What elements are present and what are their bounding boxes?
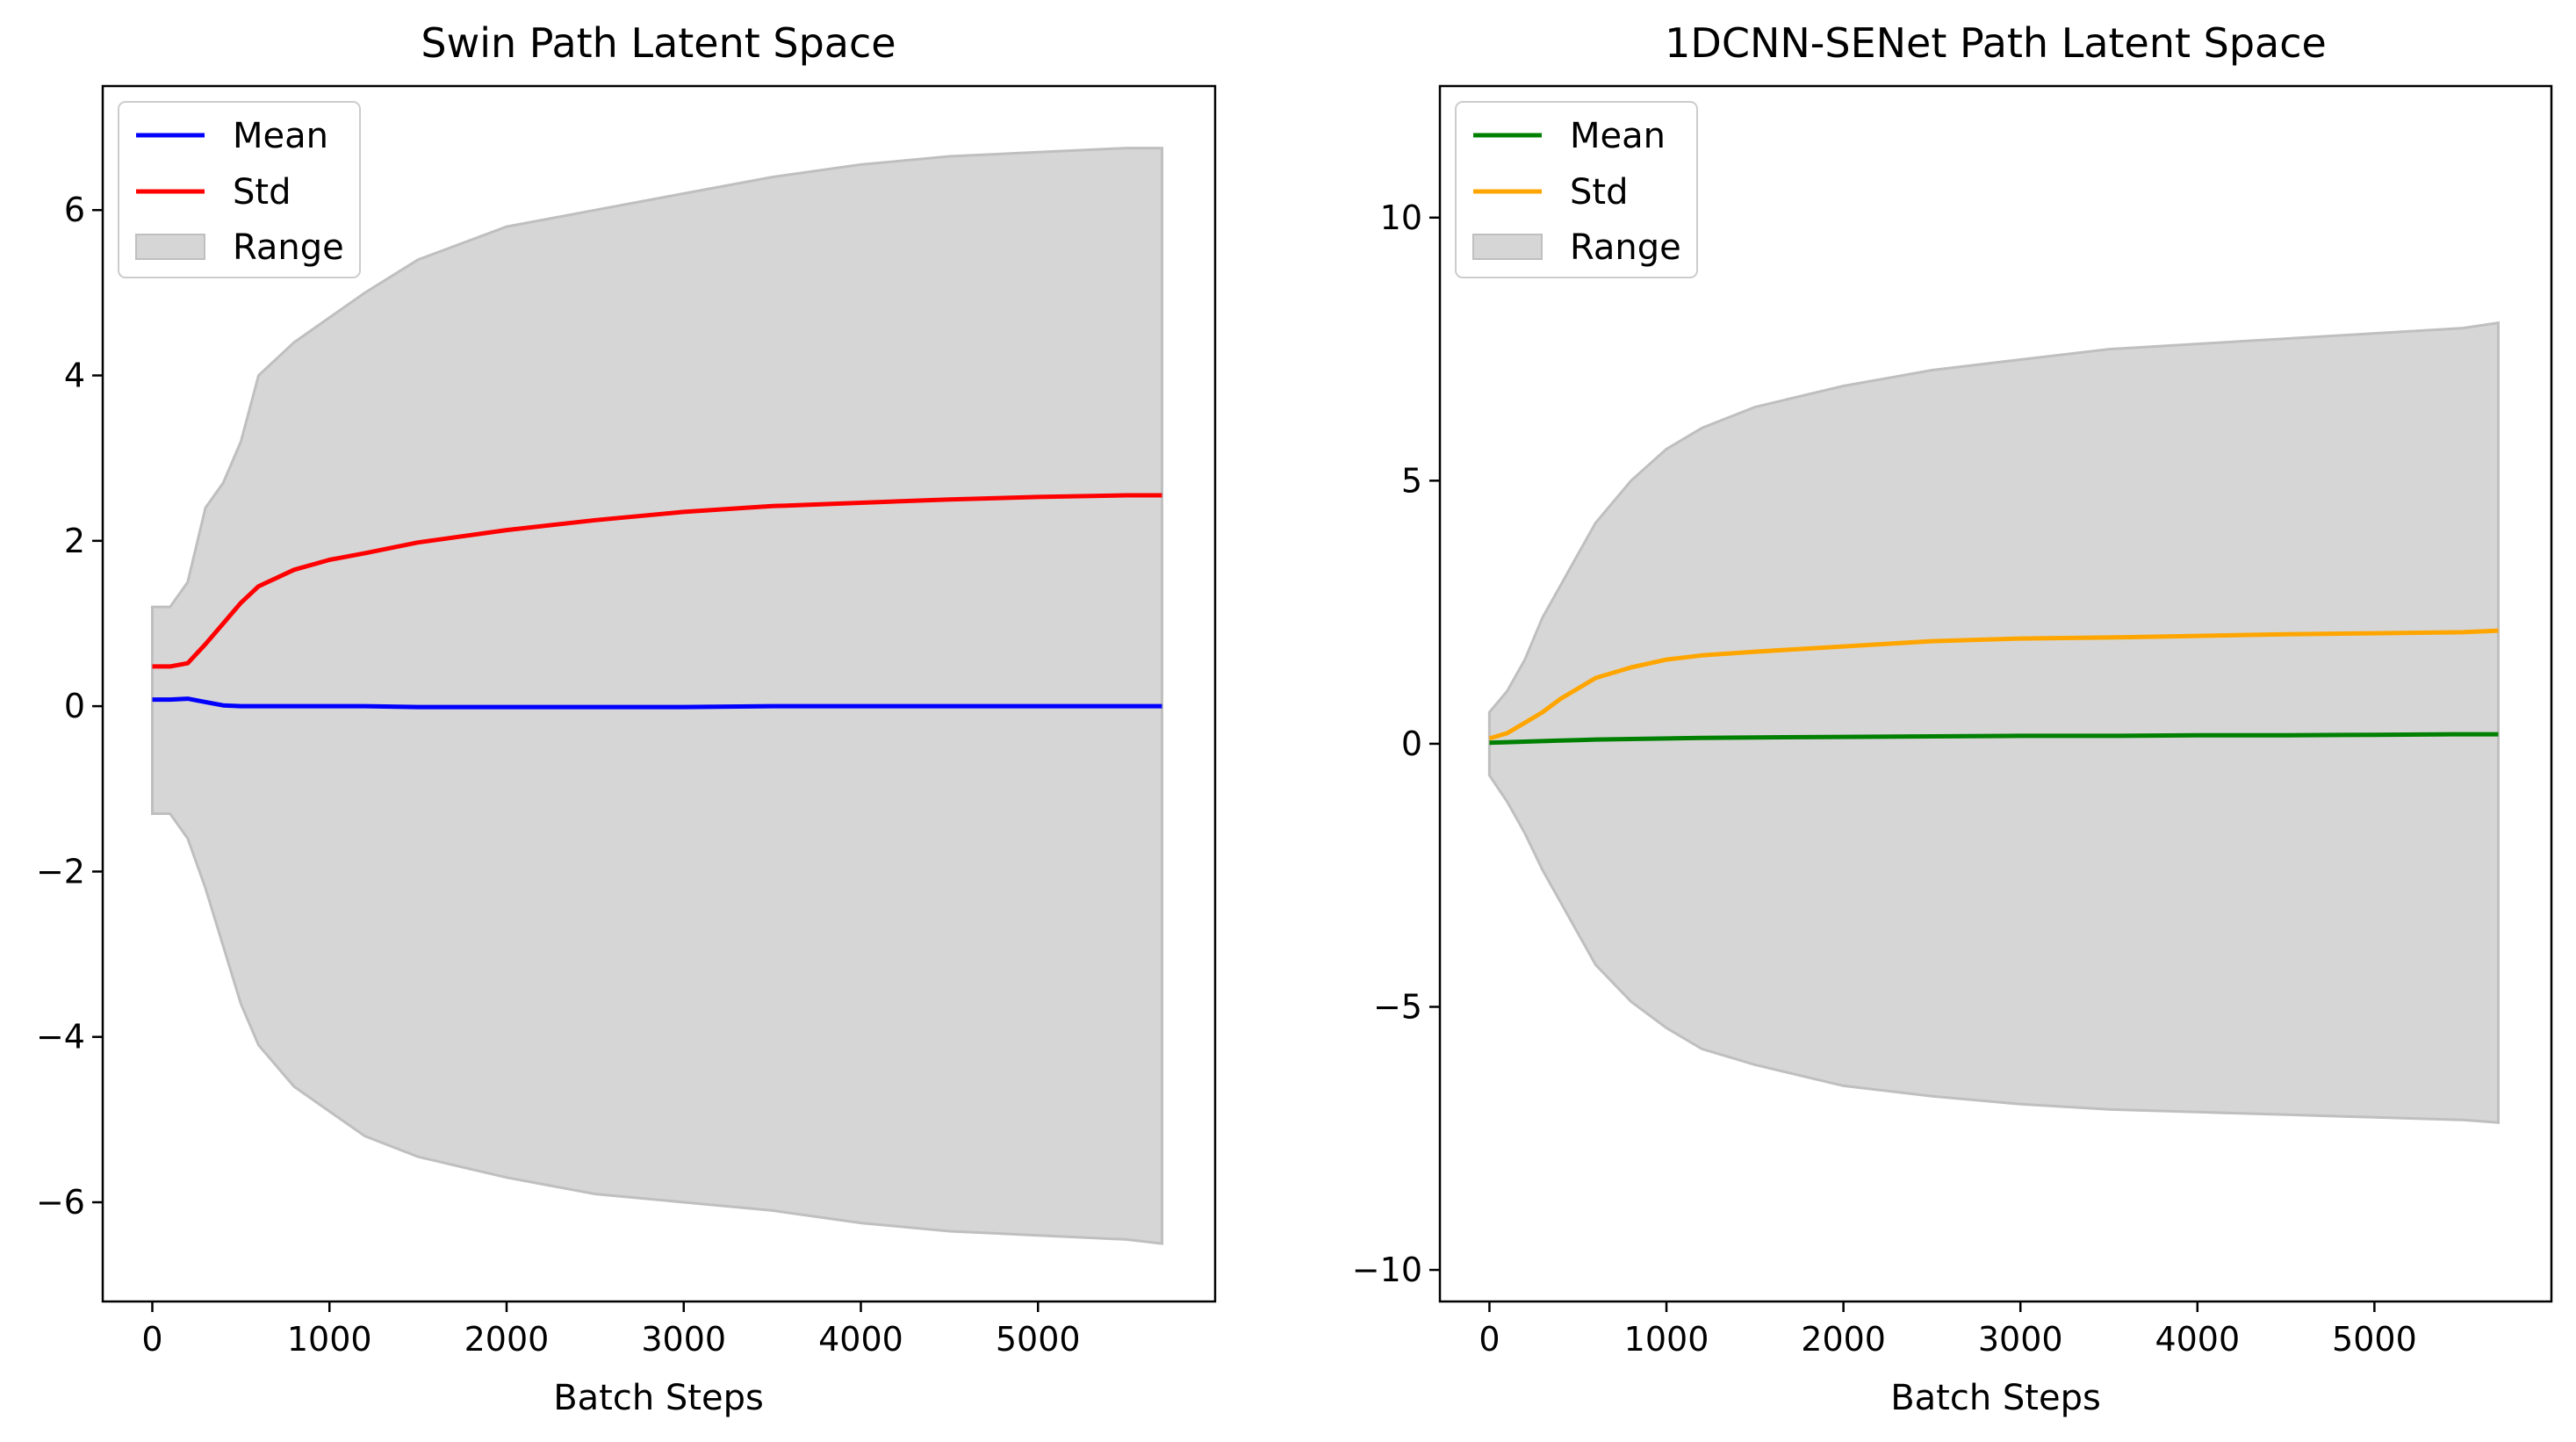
x-axis-label: Batch Steps — [553, 1378, 764, 1418]
x-tick-label: 5000 — [2332, 1320, 2417, 1359]
plot-area — [151, 147, 1163, 1245]
legend-label-mean: Mean — [1570, 116, 1666, 156]
x-tick-label: 1000 — [287, 1320, 372, 1359]
y-tick-label: 4 — [64, 357, 85, 395]
y-tick-label: −4 — [36, 1018, 85, 1056]
x-tick-label: 2000 — [1801, 1320, 1886, 1359]
y-tick-label: 5 — [1401, 461, 1422, 500]
legend-label-range: Range — [233, 227, 344, 268]
y-tick-label: −2 — [36, 852, 85, 890]
legend-swatch-range — [135, 234, 205, 260]
std-line — [1488, 628, 2499, 741]
x-axis-label: Batch Steps — [1890, 1378, 2101, 1418]
mean-line — [152, 696, 1162, 710]
y-tick-label: −6 — [36, 1183, 85, 1222]
y-tick-label: 2 — [64, 522, 85, 560]
range-band — [1487, 321, 2500, 1124]
y-tick-label: −5 — [1373, 987, 1422, 1026]
chart-1dcnn-senet-path: 1DCNN-SENet Path Latent Space Batch Step… — [1352, 19, 2553, 1418]
legend-swatch-range — [1472, 234, 1543, 260]
std-line — [152, 493, 1162, 669]
x-tick-label: 0 — [141, 1320, 162, 1359]
legend-label-std: Std — [233, 172, 291, 213]
y-tick-label: −10 — [1352, 1251, 1422, 1289]
x-tick-label: 2000 — [464, 1320, 550, 1359]
y-tick-label: 6 — [64, 191, 85, 229]
y-tick-label: 0 — [64, 687, 85, 725]
chart-title: Swin Path Latent Space — [421, 19, 896, 67]
x-tick-label: 4000 — [2155, 1320, 2240, 1359]
legend-label-mean: Mean — [233, 116, 328, 156]
x-tick-label: 5000 — [996, 1320, 1081, 1359]
x-tick-label: 1000 — [1624, 1320, 1709, 1359]
chart-title: 1DCNN-SENet Path Latent Space — [1665, 19, 2327, 67]
x-tick-label: 3000 — [641, 1320, 726, 1359]
plot-frame — [1438, 84, 2553, 1303]
mean-line — [1489, 732, 2499, 746]
y-tick-label: 10 — [1380, 198, 1422, 237]
x-tick-label: 0 — [1479, 1320, 1500, 1359]
chart-swin-path: Swin Path Latent Space Batch Steps 0 1000… — [36, 19, 1217, 1418]
legend-label-range: Range — [1570, 227, 1681, 268]
legend: Mean Std Range — [118, 101, 361, 278]
plot-frame — [101, 84, 1217, 1303]
x-tick-label: 3000 — [1978, 1320, 2063, 1359]
x-tick-label: 4000 — [818, 1320, 903, 1359]
y-tick-label: 0 — [1401, 725, 1422, 763]
range-band — [151, 147, 1163, 1245]
plot-area — [1487, 321, 2500, 1124]
legend-label-std: Std — [1570, 172, 1628, 213]
legend: Mean Std Range — [1455, 101, 1698, 278]
